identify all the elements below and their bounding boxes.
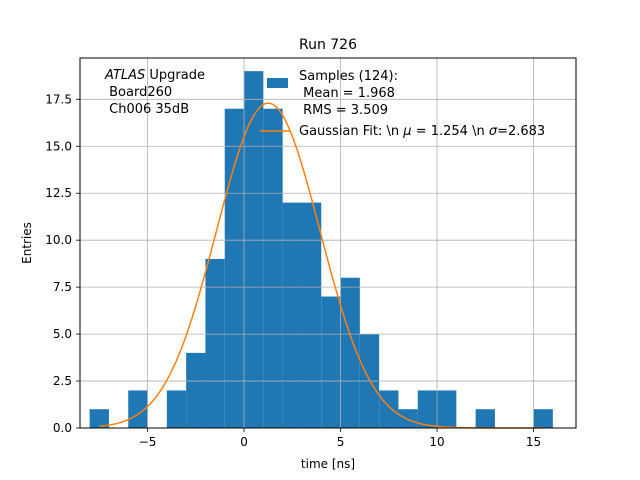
histogram-bar-10	[321, 296, 341, 428]
legend-fit-label: Gaussian Fit: \n μ = 1.254 \n σ=2.683	[299, 124, 545, 139]
y-tick-label-2: 5.0	[53, 327, 72, 341]
legend-hist-line-2: Mean = 1.968	[299, 86, 395, 101]
histogram-bar-0	[89, 409, 109, 428]
histogram-bar-8	[282, 202, 302, 428]
annotation-line-2: Board260	[105, 85, 172, 100]
axis-ticks: −5 0 5 10 15 0.0 2.5 5.0 7.5 10.0 12.5 15.0 17.5	[45, 92, 541, 449]
histogram-bar-5	[224, 108, 245, 428]
x-tick-label-4: 15	[526, 435, 541, 449]
histogram-bar-15	[417, 390, 438, 428]
x-tick-label-2: 5	[337, 435, 345, 449]
legend-fit-sigma-value: =2.683	[497, 124, 545, 139]
x-tick-label-0: −5	[139, 435, 157, 449]
y-axis-label: Entries	[20, 222, 34, 264]
annotation-upgrade: Upgrade	[145, 68, 205, 83]
x-tick-label-3: 10	[429, 435, 444, 449]
y-tick-label-0: 0.0	[53, 421, 72, 435]
x-axis-label: time [ns]	[301, 457, 355, 471]
legend-fit-mu-value: = 1.254 \n	[412, 124, 489, 139]
y-tick-label-4: 10.0	[45, 233, 72, 247]
legend-fit-mu-symbol: μ	[402, 124, 411, 139]
legend-hist-line-3: RMS = 3.509	[299, 103, 388, 118]
annotation-line-3: Ch006 35dB	[105, 102, 189, 117]
histogram-bar-18	[533, 409, 553, 428]
histogram-bar-2	[166, 390, 187, 428]
histogram-bar-6	[244, 71, 264, 428]
histogram-bar-3	[186, 352, 206, 428]
y-tick-label-5: 12.5	[45, 186, 72, 200]
histogram-bar-4	[205, 258, 225, 428]
y-tick-label-7: 17.5	[45, 92, 72, 106]
grid-lines	[80, 58, 576, 429]
histogram-bar-14	[398, 409, 418, 428]
atlas-annotation: ATLAS Upgrade Board260 Ch006 35dB	[104, 68, 205, 117]
annotation-atlas: ATLAS	[104, 68, 145, 83]
legend-fit-sigma-symbol: σ	[489, 124, 498, 139]
legend-fit-prefix: Gaussian Fit: \n	[299, 124, 403, 139]
histogram-bar-1	[128, 390, 148, 428]
y-tick-label-6: 15.0	[45, 139, 72, 153]
histogram-bars	[89, 71, 553, 428]
legend-hist-swatch	[267, 78, 288, 88]
y-tick-label-1: 2.5	[53, 374, 72, 388]
legend-hist-line-1: Samples (124):	[299, 69, 398, 84]
histogram-bar-7	[263, 108, 283, 428]
histogram-bar-13	[379, 390, 399, 428]
legend: Samples (124): Mean = 1.968 RMS = 3.509 …	[260, 69, 545, 139]
y-tick-label-3: 7.5	[53, 280, 72, 294]
histogram-bar-16	[437, 390, 457, 428]
chart-title: Run 726	[299, 37, 357, 53]
x-tick-label-1: 0	[240, 435, 248, 449]
axes-frame	[79, 57, 577, 429]
histogram-bar-11	[340, 277, 360, 428]
annotation-line-1: ATLAS Upgrade	[104, 68, 205, 83]
histogram-bar-17	[475, 409, 495, 428]
histogram-bar-9	[301, 202, 322, 428]
